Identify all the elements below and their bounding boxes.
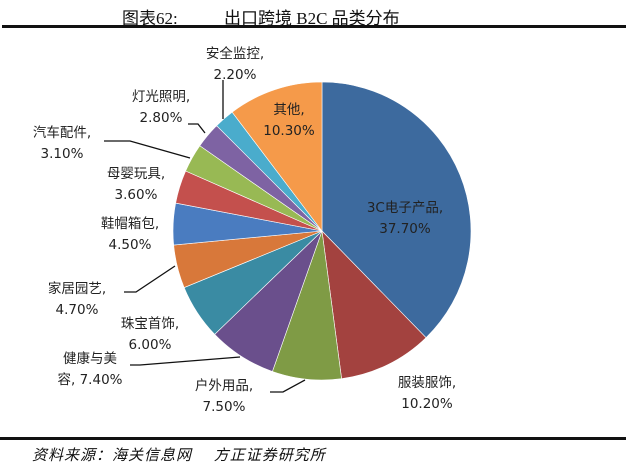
leader-line-qiche <box>104 140 191 159</box>
data-label-9: 灯光照明, 2.80% <box>132 89 190 126</box>
data-label-6: 鞋帽箱包, 4.50% <box>101 216 159 253</box>
chart-title: 出口跨境 B2C 品类分布 <box>224 9 400 28</box>
data-label-1: 服装服饰, 10.20% <box>398 375 456 412</box>
data-label-10: 安全监控, 2.20% <box>206 45 264 83</box>
data-label-5: 家居园艺, 4.70% <box>48 280 106 318</box>
pie-slice-11 <box>231 81 323 232</box>
leader-line-jiankang <box>130 356 241 366</box>
data-label-11: 其他, 10.30% <box>263 102 315 139</box>
leader-line-jiaju <box>124 265 176 293</box>
chart-title-bar: 图表62: 出口跨境 B2C 品类分布 <box>0 2 626 28</box>
data-label-0: 3C电子产品, 37.70% <box>367 200 443 237</box>
data-label-8: 汽车配件, 3.10% <box>33 124 91 162</box>
leader-line-dengguang <box>188 123 206 134</box>
data-label-2: 户外用品, 7.50% <box>195 377 253 415</box>
top-divider <box>2 25 626 28</box>
data-label-7: 母婴玩具, 3.60% <box>107 166 165 203</box>
bottom-divider <box>0 437 626 440</box>
pie-slice-0 <box>321 81 472 339</box>
pie-slice-1 <box>321 230 427 380</box>
data-labels: 3C电子产品, 37.70% 服装服饰, 10.20% 户外用品, 7.50% 健康与美容,… <box>33 45 456 415</box>
data-label-4: 珠宝首饰, 6.00% <box>121 316 179 353</box>
leader-line-huwai <box>270 379 306 393</box>
pie-slices <box>172 81 472 381</box>
source-note: 资料来源：海关信息网 方正证券研究所 <box>32 446 326 464</box>
leader-lines <box>104 80 306 393</box>
figure-number: 图表62: <box>122 9 178 28</box>
data-label-3: 健康与美容, 7.40% <box>58 350 123 388</box>
